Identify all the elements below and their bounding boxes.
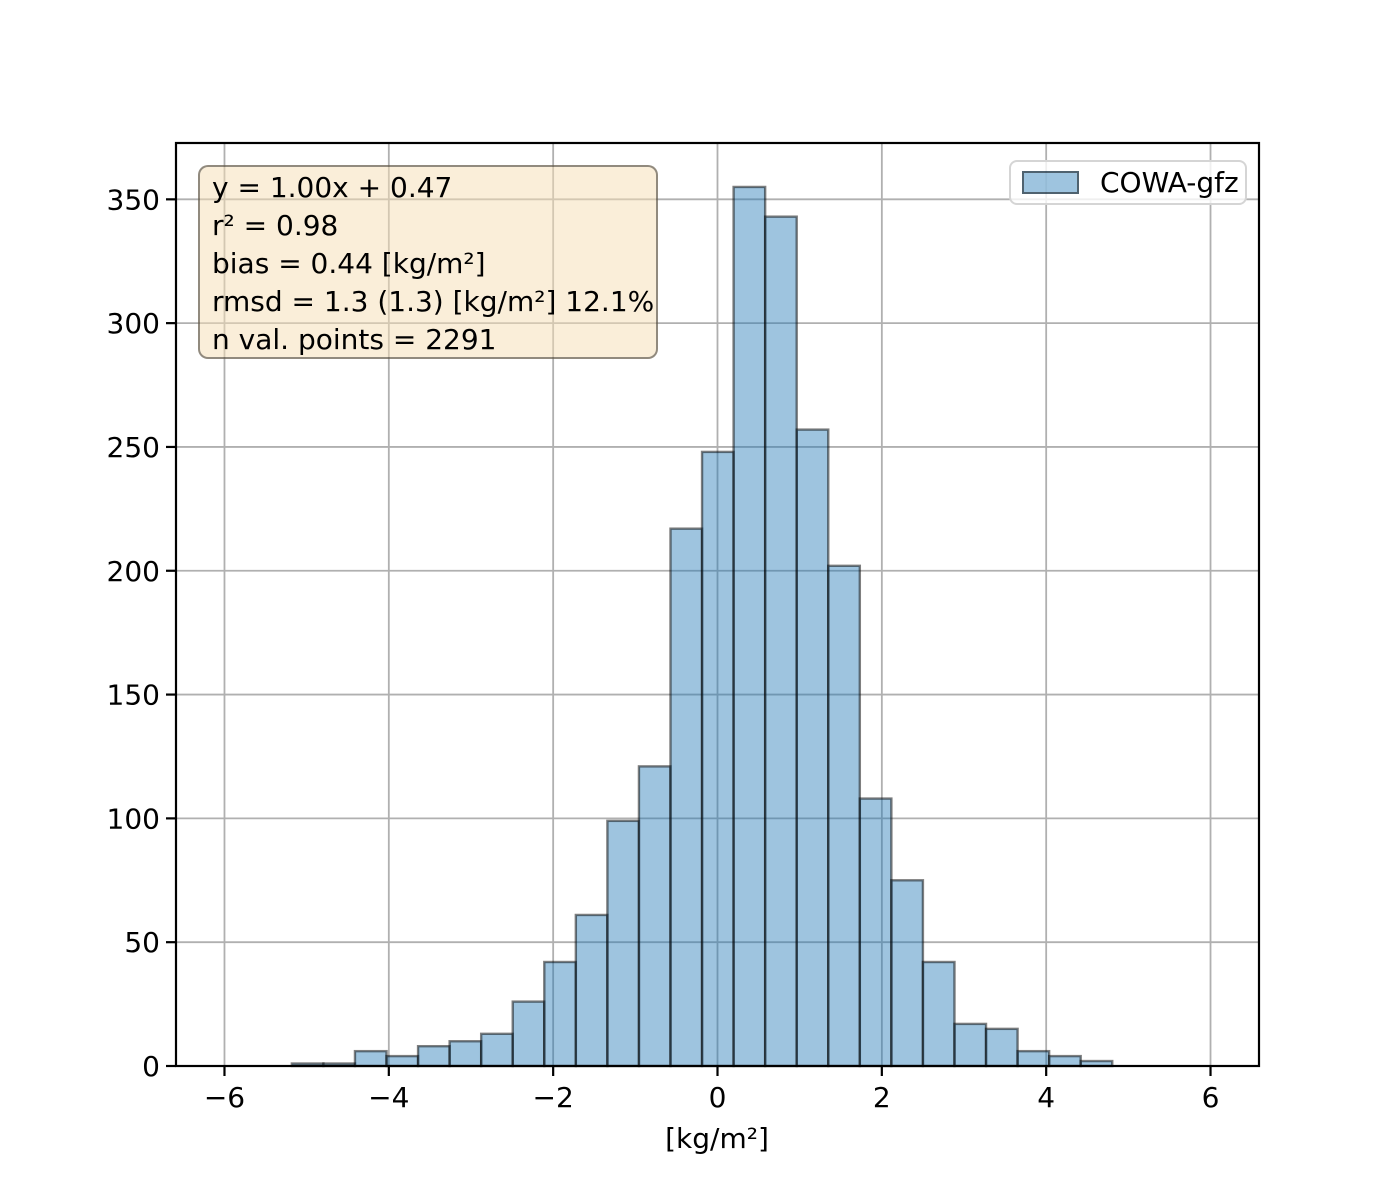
x-tick-label: 6 (1202, 1081, 1220, 1114)
stats-line-fit: y = 1.00x + 0.47 (212, 171, 453, 204)
legend: COWA-gfz (1009, 160, 1247, 205)
histogram-bar (448, 1040, 483, 1068)
y-tick-label: 0 (142, 1050, 160, 1083)
stats-box: y = 1.00x + 0.47 r² = 0.98 bias = 0.44 [… (198, 165, 658, 359)
histogram-bar (827, 564, 862, 1068)
stats-line-npoints: n val. points = 2291 (212, 323, 497, 356)
y-tick-label: 50 (124, 926, 160, 959)
histogram-bar (732, 185, 767, 1068)
histogram-bar (1016, 1049, 1051, 1068)
histogram-bar (606, 819, 641, 1068)
histogram-bar (511, 1000, 546, 1068)
histogram-bar (984, 1027, 1019, 1068)
histogram-bar (574, 913, 609, 1068)
histogram-bar (543, 960, 578, 1068)
y-tick-label: 100 (107, 802, 160, 835)
histogram-bar (637, 765, 672, 1068)
histogram-bar (795, 428, 830, 1068)
histogram-bar (763, 215, 798, 1068)
histogram-bar (890, 879, 925, 1068)
histogram-bar (385, 1054, 420, 1068)
x-tick-label: 2 (873, 1081, 891, 1114)
histogram-bar (921, 960, 956, 1068)
y-tick-label: 300 (107, 307, 160, 340)
stats-line-r2: r² = 0.98 (212, 209, 339, 242)
legend-label-cowa-gfz: COWA-gfz (1100, 166, 1239, 199)
x-tick-label: 4 (1037, 1081, 1055, 1114)
histogram-bar (479, 1032, 514, 1068)
histogram-bar (953, 1022, 988, 1068)
x-tick-label: −4 (368, 1081, 409, 1114)
x-tick-label: −6 (204, 1081, 245, 1114)
stats-line-bias: bias = 0.44 [kg/m²] (212, 247, 486, 280)
y-tick-label: 200 (107, 555, 160, 588)
histogram-bar (1047, 1054, 1082, 1068)
y-tick-label: 350 (107, 183, 160, 216)
y-tick-label: 150 (107, 679, 160, 712)
legend-swatch-cowa-gfz (1022, 171, 1079, 194)
x-tick-label: 0 (709, 1081, 727, 1114)
histogram-bar (669, 527, 704, 1068)
stats-line-rmsd: rmsd = 1.3 (1.3) [kg/m²] 12.1% (212, 285, 655, 318)
y-tick-label: 250 (107, 431, 160, 464)
x-tick-label: −2 (533, 1081, 574, 1114)
histogram-bar (416, 1044, 451, 1068)
histogram-bar (700, 450, 735, 1068)
histogram-bar (858, 797, 893, 1068)
histogram-bar (353, 1049, 388, 1068)
x-axis-label: [kg/m²] (665, 1122, 769, 1155)
